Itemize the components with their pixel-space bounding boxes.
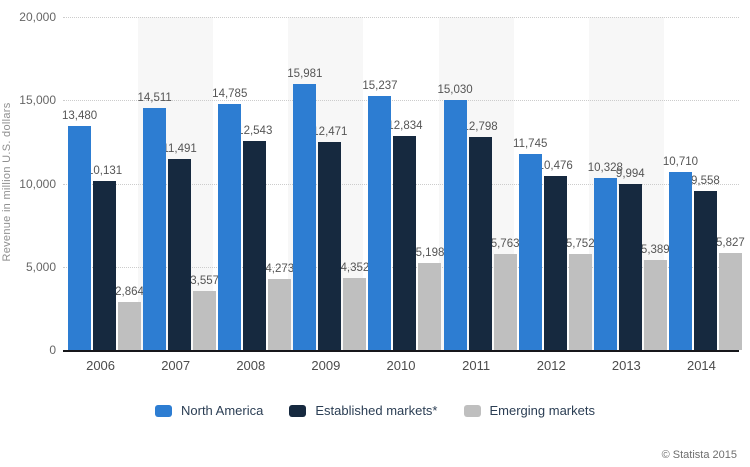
bar-value-label: 5,763 bbox=[490, 238, 520, 251]
x-tick-label-2006: 2006 bbox=[86, 358, 116, 373]
bar-value-label: 14,785 bbox=[212, 87, 248, 100]
bar-emerging-markets-2011[interactable] bbox=[493, 254, 517, 350]
bar-established-markets-2010[interactable] bbox=[393, 136, 417, 350]
x-tick-label-2008: 2008 bbox=[236, 358, 266, 373]
legend-label: Emerging markets bbox=[489, 403, 595, 418]
bar-group-2009: 15,981 12,471 4,352 bbox=[287, 17, 369, 350]
bar-value-label: 4,273 bbox=[265, 262, 295, 275]
bar-north-america-2007[interactable] bbox=[143, 108, 167, 350]
bar-established-markets-2012[interactable] bbox=[543, 175, 567, 350]
bar-value-label: 12,471 bbox=[312, 126, 348, 139]
bar-emerging-markets-2014[interactable] bbox=[718, 252, 742, 350]
bar-established-markets-2006[interactable] bbox=[93, 181, 117, 350]
bar-emerging-markets-2013[interactable] bbox=[643, 260, 667, 350]
bar-north-america-2014[interactable] bbox=[668, 171, 692, 350]
bar-value-label: 5,389 bbox=[640, 244, 670, 257]
x-tick-label-2007: 2007 bbox=[161, 358, 191, 373]
bar-value-label: 11,745 bbox=[513, 138, 548, 151]
legend: North America Established markets* Emergin… bbox=[0, 403, 750, 418]
bar-value-label: 14,511 bbox=[137, 92, 172, 105]
bar-value-label: 10,710 bbox=[662, 155, 699, 168]
legend-label: Established markets* bbox=[315, 403, 438, 418]
plot-area: 13,480 10,131 2,864 14,511 11,491 3,557 14,785… bbox=[61, 17, 745, 352]
bar-value-label: 10,328 bbox=[587, 162, 623, 175]
bar-value-label: 12,798 bbox=[462, 120, 498, 133]
bar-value-label: 15,237 bbox=[362, 80, 398, 93]
bar-group-2011: 15,030 12,798 5,763 bbox=[437, 17, 519, 350]
y-tick-label: 15,000 bbox=[19, 93, 56, 108]
bar-group-2007: 14,511 11,491 3,557 bbox=[137, 17, 219, 350]
x-tick-label-2012: 2012 bbox=[536, 358, 566, 373]
bar-emerging-markets-2007[interactable] bbox=[193, 290, 217, 350]
bar-group-2013: 10,328 9,994 5,389 bbox=[587, 17, 670, 350]
bar-value-label: 3,557 bbox=[190, 274, 220, 287]
bar-value-label: 2,864 bbox=[115, 286, 144, 299]
bar-group-2010: 15,237 12,834 5,198 bbox=[362, 17, 444, 350]
bar-established-markets-2011[interactable] bbox=[468, 136, 492, 350]
bar-group-2006: 13,480 10,131 2,864 bbox=[61, 17, 144, 350]
bar-value-label: 9,994 bbox=[615, 167, 645, 180]
bar-north-america-2006[interactable] bbox=[68, 125, 92, 350]
bar-value-label: 12,543 bbox=[237, 125, 273, 138]
x-axis: 2006 2007 2008 2009 2010 2011 2012 2013 2014 bbox=[63, 358, 739, 378]
bar-value-label: 4,352 bbox=[340, 261, 370, 274]
y-tick-label: 5,000 bbox=[25, 259, 56, 274]
bar-established-markets-2008[interactable] bbox=[243, 141, 267, 350]
bar-value-label: 5,752 bbox=[565, 238, 595, 251]
bar-value-label: 5,827 bbox=[716, 236, 745, 249]
bar-value-label: 9,558 bbox=[691, 174, 720, 187]
legend-item-emerging-markets[interactable]: Emerging markets bbox=[463, 403, 595, 418]
bar-established-markets-2007[interactable] bbox=[168, 158, 192, 350]
x-tick-label-2014: 2014 bbox=[686, 358, 716, 373]
bar-group-2012: 11,745 10,476 5,752 bbox=[513, 17, 595, 350]
bar-emerging-markets-2006[interactable] bbox=[118, 302, 142, 350]
bar-north-america-2009[interactable] bbox=[293, 83, 317, 350]
y-tick-label: 20,000 bbox=[19, 10, 56, 24]
bar-emerging-markets-2010[interactable] bbox=[418, 263, 442, 350]
bar-emerging-markets-2012[interactable] bbox=[568, 254, 592, 350]
x-tick-label-2013: 2013 bbox=[611, 358, 641, 373]
bar-established-markets-2014[interactable] bbox=[693, 190, 717, 350]
legend-item-north-america[interactable]: North America bbox=[155, 403, 263, 418]
bar-value-label: 11,491 bbox=[162, 142, 197, 155]
bar-group-2008: 14,785 12,543 4,273 bbox=[212, 17, 294, 350]
bar-emerging-markets-2009[interactable] bbox=[343, 277, 367, 350]
legend-swatch-icon bbox=[155, 404, 172, 417]
bar-north-america-2010[interactable] bbox=[368, 96, 392, 350]
bar-established-markets-2013[interactable] bbox=[618, 183, 642, 350]
legend-label: North America bbox=[181, 403, 264, 418]
bar-north-america-2011[interactable] bbox=[443, 99, 467, 350]
statista-credit: © Statista 2015 bbox=[661, 449, 737, 461]
bar-value-label: 12,834 bbox=[387, 120, 423, 133]
bar-value-label: 15,030 bbox=[437, 83, 473, 96]
bar-group-2014: 10,710 9,558 5,827 bbox=[662, 17, 745, 350]
x-tick-label-2011: 2011 bbox=[462, 358, 491, 373]
bar-north-america-2008[interactable] bbox=[218, 103, 242, 350]
gridline-15,000 bbox=[63, 100, 739, 102]
bar-value-label: 10,131 bbox=[86, 165, 123, 178]
legend-item-established-markets[interactable]: Established markets* bbox=[289, 403, 438, 418]
bar-north-america-2013[interactable] bbox=[593, 178, 617, 350]
bar-established-markets-2009[interactable] bbox=[318, 142, 342, 350]
gridline-20,000 bbox=[63, 17, 739, 18]
bar-value-label: 13,480 bbox=[61, 109, 98, 122]
bar-value-label: 15,981 bbox=[287, 67, 323, 80]
bar-value-label: 5,198 bbox=[415, 247, 445, 260]
legend-swatch-icon bbox=[289, 404, 307, 417]
x-tick-label-2010: 2010 bbox=[386, 358, 416, 373]
legend-swatch-icon bbox=[463, 404, 481, 417]
y-tick-label: 10,000 bbox=[19, 176, 56, 191]
bar-value-label: 10,476 bbox=[537, 159, 573, 172]
y-tick-label: 0 bbox=[49, 343, 56, 357]
bar-emerging-markets-2008[interactable] bbox=[268, 278, 292, 350]
bar-north-america-2012[interactable] bbox=[518, 154, 542, 350]
x-tick-label-2009: 2009 bbox=[311, 358, 341, 373]
